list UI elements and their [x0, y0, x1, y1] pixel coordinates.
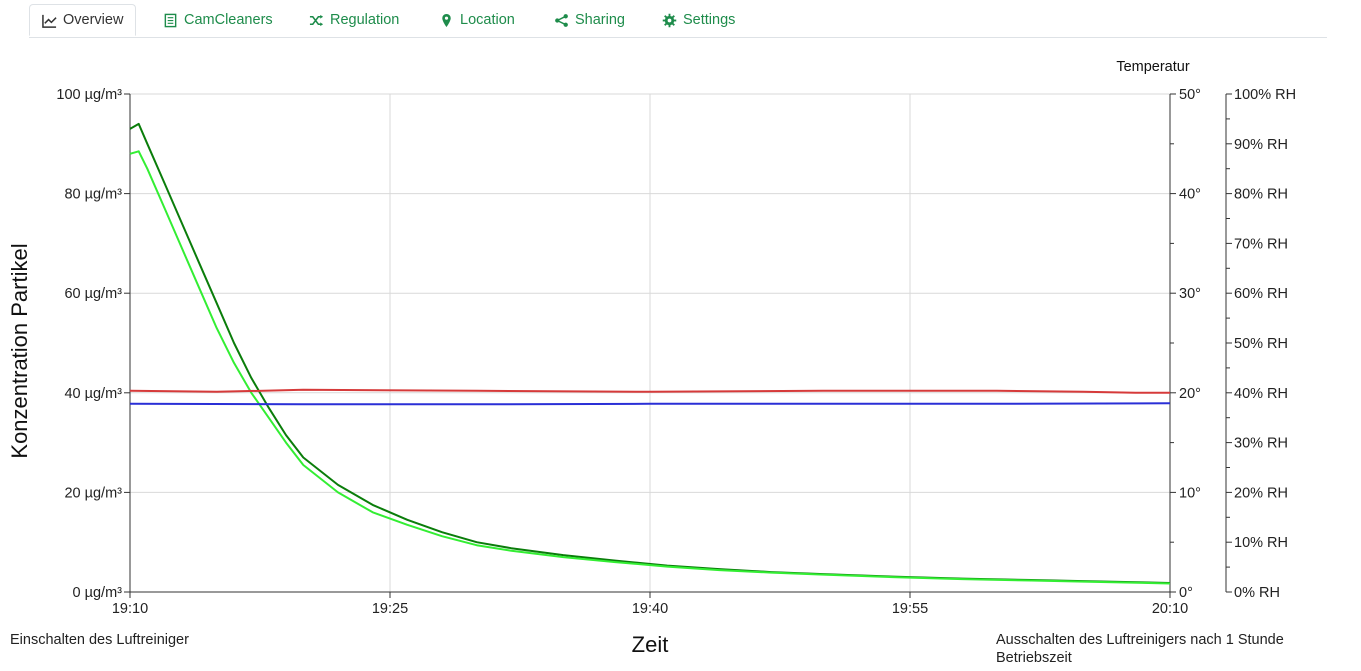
- end-annotation: Ausschalten des Luftreinigers nach 1 Stu…: [996, 631, 1356, 667]
- x-tick-label: 19:25: [372, 601, 408, 617]
- temperature-tick-label: 10°: [1179, 485, 1201, 501]
- y-tick-label: 100 µg/m³: [56, 87, 122, 103]
- humidity-tick-label: 30% RH: [1234, 436, 1288, 452]
- y-tick-label: 40 µg/m³: [64, 386, 122, 402]
- gridlines: [130, 94, 1170, 592]
- humidity-tick-label: 80% RH: [1234, 187, 1288, 203]
- humidity-tick-label: 0% RH: [1234, 585, 1280, 601]
- temperature-tick-label: 20°: [1179, 386, 1201, 402]
- x-tick-label: 19:55: [892, 601, 928, 617]
- humidity-tick-label: 60% RH: [1234, 286, 1288, 302]
- humidity-tick-label: 20% RH: [1234, 485, 1288, 501]
- start-annotation: Einschalten des Luftreiniger: [10, 631, 189, 649]
- x-tick-label: 19:40: [632, 601, 668, 617]
- humidity-tick-label: 50% RH: [1234, 336, 1288, 352]
- humidity-tick-label: 10% RH: [1234, 535, 1288, 551]
- axes: 19:10 19:25 19:40 19:55 20:10 0 µg/m³ 20 µg/m³…: [56, 87, 1296, 617]
- temperature-tick-label: 50°: [1179, 87, 1201, 103]
- y-tick-label: 60 µg/m³: [64, 286, 122, 302]
- temperature-tick-label: 40°: [1179, 187, 1201, 203]
- y-tick-label: 20 µg/m³: [64, 485, 122, 501]
- x-tick-label: 20:10: [1152, 601, 1188, 617]
- x-axis-title: Zeit: [632, 632, 669, 657]
- temperature-tick-label: 30°: [1179, 286, 1201, 302]
- temperature-tick-label: 0°: [1179, 585, 1193, 601]
- y-tick-label: 80 µg/m³: [64, 187, 122, 203]
- y-tick-label: 0 µg/m³: [73, 585, 123, 601]
- humidity-series-line: [130, 403, 1170, 404]
- humidity-tick-label: 100% RH: [1234, 87, 1296, 103]
- y-axis-title: Konzentration Partikel: [7, 243, 32, 458]
- humidity-tick-label: 90% RH: [1234, 137, 1288, 153]
- temperature-axis-title: Temperatur: [1116, 59, 1190, 75]
- humidity-tick-label: 70% RH: [1234, 236, 1288, 252]
- x-tick-label: 19:10: [112, 601, 148, 617]
- humidity-tick-label: 40% RH: [1234, 386, 1288, 402]
